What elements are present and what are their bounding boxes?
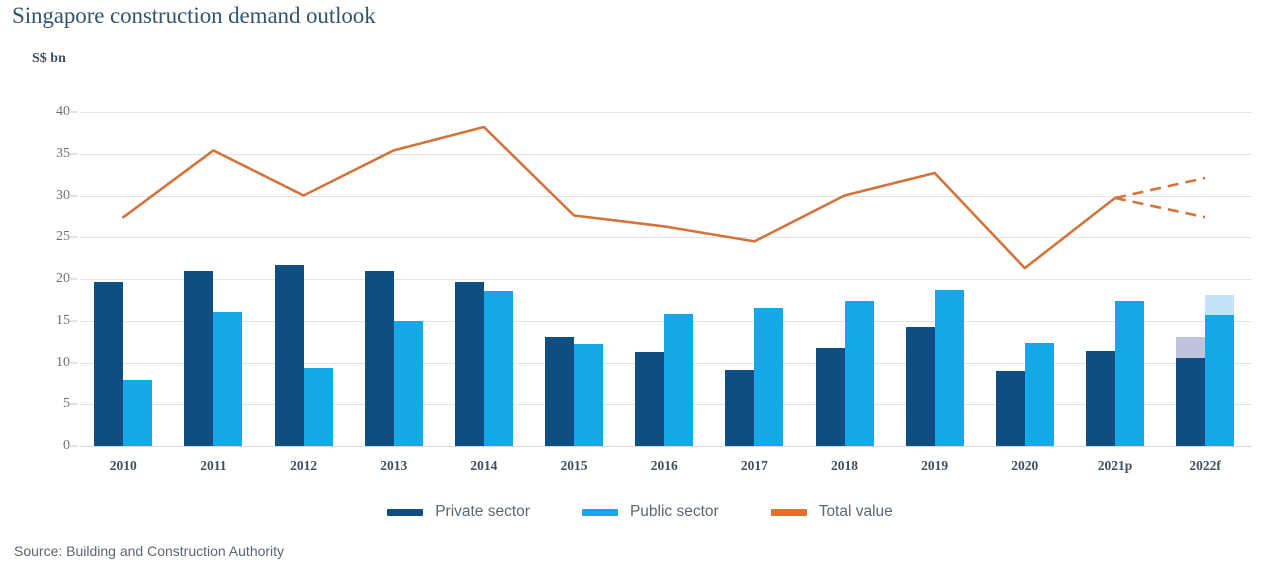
gridline-40 bbox=[80, 112, 1252, 113]
bar-private[interactable] bbox=[815, 348, 845, 446]
y-axis-unit-label: S$ bn bbox=[32, 51, 66, 66]
page-title: Singapore construction demand outlook bbox=[12, 3, 376, 28]
chart-legend: Private sector Public sector Total value bbox=[0, 503, 1280, 521]
bar-group bbox=[94, 112, 153, 446]
x-axis-label-2016: 2016 bbox=[650, 458, 678, 473]
x-axis-label-2013: 2013 bbox=[380, 458, 408, 473]
bar-private[interactable] bbox=[94, 282, 124, 446]
bar-group bbox=[1176, 112, 1235, 446]
bar-group bbox=[1085, 112, 1144, 446]
legend-swatch-icon bbox=[770, 508, 807, 516]
legend-item-2[interactable]: Total value bbox=[770, 503, 893, 521]
x-axis-label-2018: 2018 bbox=[831, 458, 858, 473]
x-axis-label-2021p: 2021p bbox=[1097, 458, 1133, 473]
x-axis-label-2022f: 2022f bbox=[1189, 458, 1221, 473]
bar-group bbox=[454, 112, 513, 446]
legend-label: Private sector bbox=[435, 503, 530, 520]
y-tick-label-5: 5 bbox=[63, 396, 70, 412]
bar-group bbox=[184, 112, 243, 446]
y-tick-mark-5 bbox=[68, 403, 78, 405]
y-tick-mark-15 bbox=[68, 320, 78, 322]
bar-private[interactable] bbox=[364, 270, 394, 446]
plot-area: 0 5 10 15 20 25 30 35 40 bbox=[56, 104, 1252, 453]
x-axis-label-2020: 2020 bbox=[1011, 458, 1039, 473]
bar-private[interactable] bbox=[995, 370, 1025, 446]
bar-private[interactable] bbox=[274, 264, 304, 446]
bar-public[interactable] bbox=[483, 290, 513, 446]
legend-swatch-icon bbox=[581, 508, 618, 516]
y-tick-label-30: 30 bbox=[56, 187, 70, 203]
y-tick-label-0: 0 bbox=[63, 438, 70, 453]
bar-public[interactable] bbox=[393, 320, 423, 446]
y-tick-label-20: 20 bbox=[56, 271, 70, 286]
bar-public[interactable] bbox=[303, 368, 333, 446]
bar-group bbox=[274, 112, 333, 446]
y-tick-mark-25 bbox=[68, 236, 78, 238]
legend-label: Public sector bbox=[629, 503, 719, 520]
bar-public[interactable] bbox=[1205, 314, 1235, 446]
x-axis-label-2017: 2017 bbox=[740, 458, 768, 473]
y-tick-mark-40 bbox=[68, 111, 78, 113]
bar-public[interactable] bbox=[213, 312, 243, 446]
bar-private[interactable] bbox=[1085, 350, 1115, 446]
bar-private[interactable] bbox=[725, 370, 755, 446]
gridline-0 bbox=[80, 446, 1252, 447]
bar-public[interactable] bbox=[574, 344, 604, 446]
bar-private[interactable] bbox=[905, 327, 935, 446]
legend-item-1[interactable]: Public sector bbox=[581, 503, 719, 521]
y-tick-label-25: 25 bbox=[56, 229, 70, 245]
bar-group bbox=[905, 112, 964, 446]
y-tick-mark-20 bbox=[68, 278, 78, 280]
y-tick-label-15: 15 bbox=[56, 312, 70, 328]
source-note: Source: Building and Construction Author… bbox=[14, 543, 285, 559]
bar-private[interactable] bbox=[545, 337, 575, 446]
bar-public[interactable] bbox=[664, 314, 694, 446]
legend-item-0[interactable]: Private sector bbox=[387, 503, 530, 521]
bar-public[interactable] bbox=[1024, 343, 1054, 446]
bar-private[interactable] bbox=[635, 352, 665, 446]
y-tick-mark-0 bbox=[68, 445, 78, 447]
bar-group bbox=[364, 112, 423, 446]
bar-group bbox=[545, 112, 604, 446]
y-tick-mark-10 bbox=[68, 362, 78, 363]
x-axis-label-2010: 2010 bbox=[109, 458, 137, 473]
bar-private-forecast-range[interactable] bbox=[1176, 337, 1206, 359]
bar-group bbox=[725, 112, 784, 446]
bar-group bbox=[815, 112, 874, 446]
legend-swatch-icon bbox=[387, 508, 424, 516]
bar-public[interactable] bbox=[934, 289, 964, 446]
x-axis-label-2012: 2012 bbox=[290, 458, 318, 473]
y-tick-label-40: 40 bbox=[56, 104, 70, 119]
y-tick-label-35: 35 bbox=[56, 145, 70, 161]
y-tick-mark-35 bbox=[68, 153, 78, 155]
legend-label: Total value bbox=[818, 503, 893, 520]
x-axis-label-2014: 2014 bbox=[470, 458, 498, 473]
x-axis-label-2019: 2019 bbox=[921, 458, 949, 473]
bar-public-forecast-range[interactable] bbox=[1205, 294, 1235, 315]
x-axis-label-2015: 2015 bbox=[560, 458, 588, 473]
y-tick-label-10: 10 bbox=[56, 354, 70, 370]
bar-public[interactable] bbox=[123, 380, 153, 446]
y-tick-mark-30 bbox=[68, 195, 78, 196]
gridline-20 bbox=[80, 279, 1252, 280]
bar-private[interactable] bbox=[1176, 358, 1206, 446]
bar-public[interactable] bbox=[754, 308, 784, 446]
bar-public[interactable] bbox=[1114, 300, 1144, 446]
bar-group bbox=[995, 112, 1054, 446]
bar-group bbox=[635, 112, 694, 446]
x-axis-label-2011: 2011 bbox=[200, 458, 227, 473]
bar-private[interactable] bbox=[454, 282, 484, 446]
bar-private[interactable] bbox=[184, 270, 214, 446]
bar-public[interactable] bbox=[844, 300, 874, 446]
